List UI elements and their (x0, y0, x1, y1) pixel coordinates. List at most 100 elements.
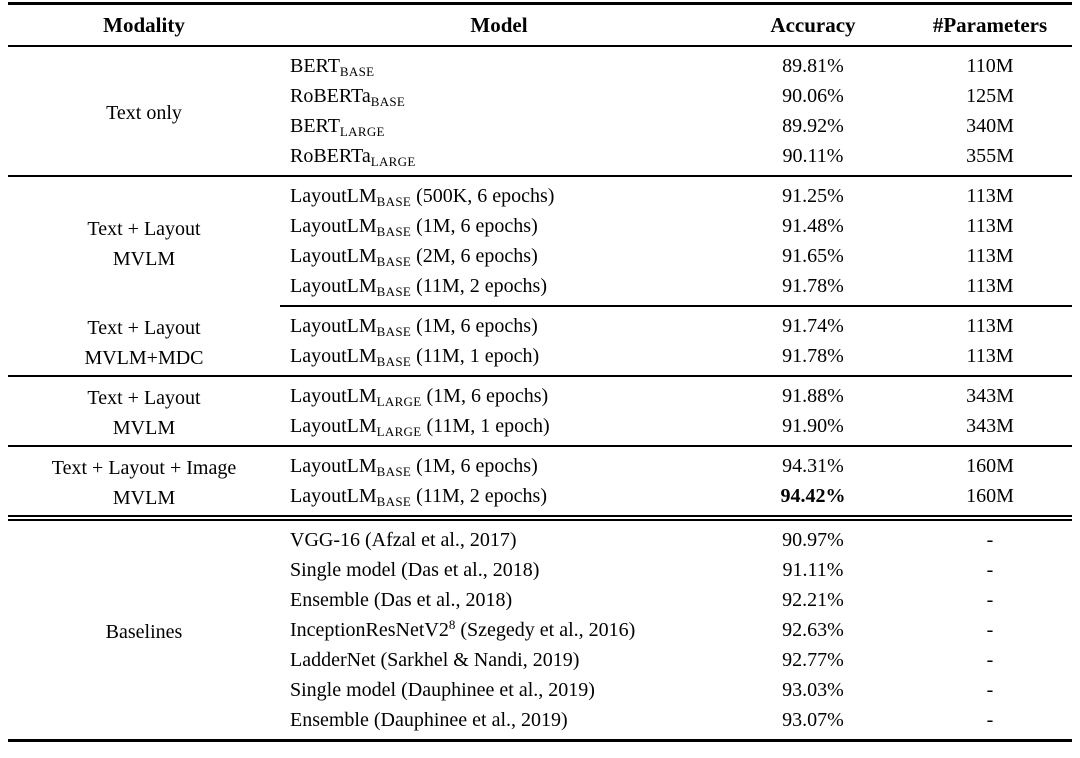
table-row: Baselines VGG-16 (Afzal et al., 2017) 90.9… (8, 515, 1072, 741)
section-text-only: Text only BERTBASE 89.81% 110M RoBERTaBASE 90… (8, 46, 1072, 176)
accuracy-cell: 90.06% (782, 85, 844, 107)
model-name: LayoutLM (290, 215, 377, 237)
modality-cell: Text only (8, 46, 280, 176)
params-cell: 113M (966, 245, 1014, 267)
model-cell: Single model (Das et al., 2018) (280, 555, 718, 585)
model-detail: (500K, 6 epochs) (411, 185, 555, 207)
params-cell: 113M (908, 175, 1072, 211)
model-cell: LayoutLMBASE (500K, 6 epochs) (280, 175, 718, 211)
model-size-subscript: BASE (339, 64, 375, 79)
model-name: LayoutLM (290, 245, 377, 267)
table-row: BERTLARGE 89.92% 340M (8, 111, 1072, 141)
model-detail: (2M, 6 epochs) (411, 245, 538, 267)
accuracy-cell: 91.78% (782, 275, 844, 297)
model-detail: (11M, 2 epochs) (411, 275, 547, 297)
accuracy-cell: 92.21% (782, 589, 844, 611)
modality-label: MVLM (112, 417, 176, 439)
accuracy-cell: 92.77% (782, 649, 844, 671)
modality-cell: Text + Layout + Image MVLM (8, 445, 280, 518)
params-cell: 343M (966, 415, 1014, 437)
accuracy-cell: 91.90% (782, 415, 844, 437)
table-row: Single model (Das et al., 2018) 91.11% - (8, 555, 1072, 585)
table-row: LadderNet (Sarkhel & Nandi, 2019) 92.77% - (8, 645, 1072, 675)
model-name: BERT (290, 115, 340, 137)
model-name: LayoutLM (290, 185, 377, 207)
model-detail: (11M, 1 epoch) (421, 415, 550, 437)
model-name: LayoutLM (290, 275, 377, 297)
table-row: Ensemble (Das et al., 2018) 92.21% - (8, 585, 1072, 615)
model-name: LayoutLM (290, 345, 377, 367)
section-text-layout-mvlm-large: Text + Layout MVLM LayoutLMLARGE (1M, 6 ep… (8, 375, 1072, 446)
accuracy-cell: 91.25% (718, 175, 908, 211)
params-cell: 160M (966, 485, 1014, 507)
params-cell: - (986, 649, 994, 671)
table-row: RoBERTaBASE 90.06% 125M (8, 81, 1072, 111)
params-cell: 113M (966, 275, 1014, 297)
modality-cell: Text + Layout MVLM (8, 375, 280, 446)
modality-label: MVLM (112, 247, 176, 270)
section-text-layout-mvlm-mdc: Text + Layout MVLM+MDC LayoutLMBASE (1M, 6… (8, 305, 1072, 376)
header-parameters: #Parameters (908, 3, 1072, 47)
model-name: RoBERTa (290, 85, 371, 107)
model-detail: (11M, 2 epochs) (411, 485, 547, 507)
modality-cell: Text + Layout MVLM (8, 175, 280, 306)
model-name: LayoutLM (290, 315, 377, 337)
section-baselines: Baselines VGG-16 (Afzal et al., 2017) 90.9… (8, 515, 1072, 741)
accuracy-cell: 93.07% (782, 709, 844, 731)
table-row: Text + Layout MVLM LayoutLMBASE (500K, 6 e… (8, 175, 1072, 306)
table-row: LayoutLMLARGE (11M, 1 epoch) 91.90% 343M (8, 411, 1072, 446)
params-cell: 113M (966, 215, 1014, 237)
model-cell: LayoutLMBASE (11M, 2 epochs) (280, 481, 718, 518)
accuracy-cell: 91.78% (782, 345, 844, 367)
modality-label: Text + Layout + Image (51, 457, 237, 479)
table-row: RoBERTaLARGE 90.11% 355M (8, 141, 1072, 176)
accuracy-cell: 91.88% (718, 375, 908, 411)
params-cell: - (986, 589, 994, 611)
accuracy-cell: 90.97% (718, 515, 908, 555)
model-size-subscript: LARGE (376, 394, 422, 409)
accuracy-cell: 91.48% (782, 215, 844, 237)
model-detail: (11M, 1 epoch) (411, 345, 540, 367)
accuracy-cell: 94.42% (780, 485, 846, 507)
modality-cell: Text + Layout MVLM+MDC (8, 306, 280, 376)
model-cell: LayoutLMBASE (1M, 6 epochs) (280, 211, 718, 241)
accuracy-cell: 91.65% (782, 245, 844, 267)
model-name: Single model (Dauphinee et al., 2019) (290, 679, 595, 701)
model-size-subscript: LARGE (370, 154, 416, 169)
model-name: InceptionResNetV2 (290, 619, 449, 641)
model-name: BERT (290, 55, 340, 77)
table-row: LayoutLMBASE (2M, 6 epochs) 91.65% 113M (8, 241, 1072, 271)
modality-label: Text + Layout (87, 217, 201, 240)
table-row: Text + Layout MVLM+MDC LayoutLMBASE (1M, 6… (8, 305, 1072, 369)
header-accuracy: Accuracy (718, 3, 908, 47)
model-name: LayoutLM (290, 455, 377, 477)
model-name: Single model (Das et al., 2018) (290, 559, 540, 581)
params-cell: - (986, 559, 994, 581)
accuracy-cell: 90.11% (782, 145, 844, 167)
table-row: LayoutLMBASE (11M, 2 epochs) 91.78% 113M (8, 271, 1072, 306)
model-name: LayoutLM (290, 385, 377, 407)
model-cell: BERTBASE (280, 46, 718, 81)
modality-label: Baselines (105, 621, 183, 643)
params-cell: 343M (908, 375, 1072, 411)
params-cell: - (908, 515, 1072, 555)
model-cell: LayoutLMBASE (11M, 2 epochs) (280, 271, 718, 306)
modality-label: Text + Layout (87, 316, 201, 339)
model-cell: LayoutLMLARGE (1M, 6 epochs) (280, 375, 718, 411)
header-modality: Modality (8, 3, 280, 47)
model-size-subscript: BASE (376, 354, 412, 369)
accuracy-cell: 91.11% (782, 559, 844, 581)
params-cell: 340M (966, 115, 1014, 137)
accuracy-cell: 89.81% (782, 55, 844, 77)
section-text-layout-image-mvlm: Text + Layout + Image MVLM LayoutLMBASE (1… (8, 445, 1072, 518)
model-detail: (1M, 6 epochs) (411, 455, 538, 477)
model-size-subscript: LARGE (376, 424, 422, 439)
model-size-subscript: BASE (376, 194, 412, 209)
params-cell: 125M (966, 85, 1014, 107)
model-cell: LayoutLMBASE (11M, 1 epoch) (280, 341, 718, 376)
model-cell: RoBERTaBASE (280, 81, 718, 111)
model-cell: LayoutLMBASE (1M, 6 epochs) (280, 305, 718, 341)
model-cell: LadderNet (Sarkhel & Nandi, 2019) (280, 645, 718, 675)
table-row: Text + Layout + Image MVLM LayoutLMBASE (1… (8, 445, 1072, 518)
accuracy-cell: 94.31% (718, 445, 908, 481)
